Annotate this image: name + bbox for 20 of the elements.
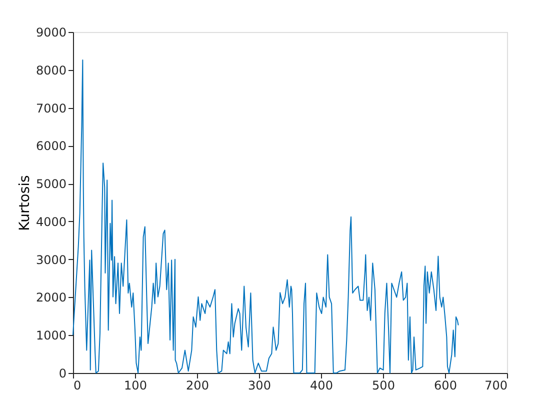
x-tick-label: 100	[124, 378, 147, 392]
x-tick-label: 700	[484, 378, 508, 392]
y-tick-label: 4000	[36, 214, 66, 229]
y-tick-label: 7000	[36, 101, 66, 116]
y-tick-label: 6000	[36, 139, 66, 154]
x-tick-label: 0	[74, 378, 82, 392]
x-tick-label: 200	[186, 378, 209, 392]
y-tick-label: 8000	[36, 63, 66, 78]
y-tick-label: 3000	[36, 252, 66, 267]
x-tick-label: 600	[434, 378, 457, 392]
x-tick-label: 400	[310, 378, 333, 392]
y-tick-label: 9000	[36, 26, 66, 40]
y-axis-title: Kurtosis	[16, 175, 33, 231]
x-tick-label: 500	[372, 378, 395, 392]
y-tick-label: 1000	[36, 328, 66, 343]
y-tick-label: 2000	[36, 290, 66, 305]
y-tick-label: 5000	[36, 177, 66, 192]
x-tick-label: 300	[248, 378, 271, 392]
y-tick-label: 0	[58, 366, 66, 380]
line-series	[72, 60, 459, 374]
